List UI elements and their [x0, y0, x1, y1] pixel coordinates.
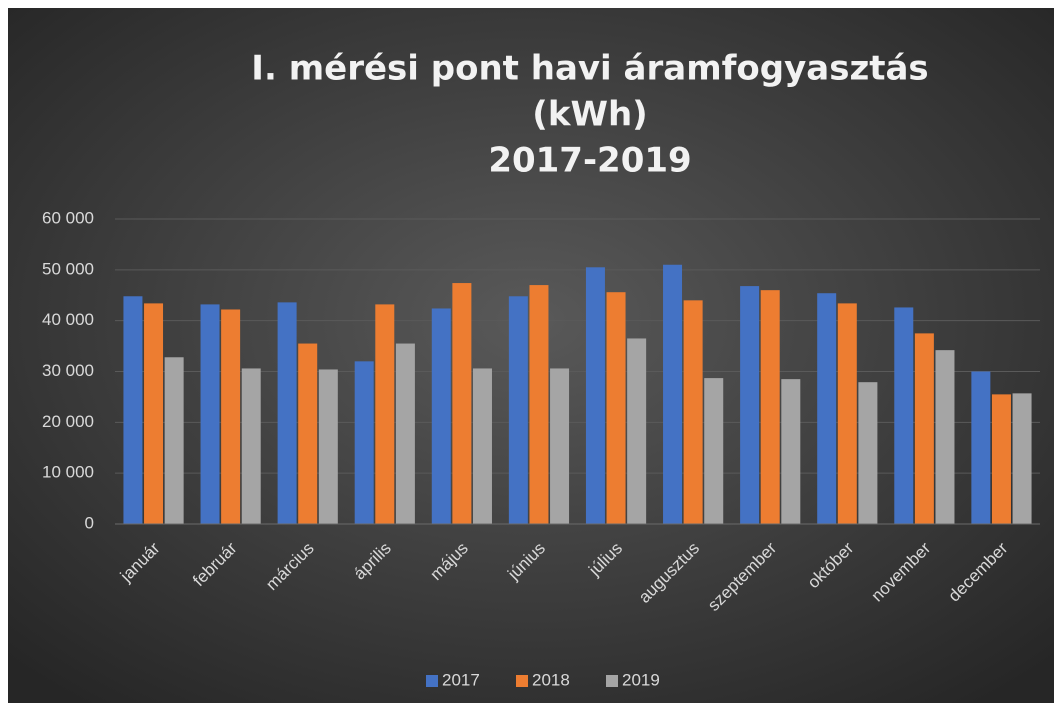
bar — [740, 286, 760, 524]
bar — [375, 304, 395, 524]
y-tick-label: 20 000 — [42, 412, 94, 431]
bar — [508, 296, 528, 524]
legend-swatch — [426, 675, 438, 687]
bar — [164, 357, 184, 524]
y-tick-label: 40 000 — [42, 310, 94, 329]
bar — [354, 361, 374, 524]
bar — [298, 343, 318, 524]
bar — [935, 350, 955, 524]
bar — [914, 333, 934, 524]
bar — [431, 308, 451, 524]
bar — [663, 264, 683, 524]
bar — [1012, 393, 1032, 524]
bar — [991, 394, 1011, 524]
chart-title: (kWh) — [532, 95, 647, 135]
bar — [277, 302, 297, 524]
bar — [781, 379, 801, 524]
bar — [817, 293, 837, 524]
bar — [241, 368, 261, 524]
bar — [123, 296, 143, 524]
bar — [221, 309, 241, 524]
y-tick-label: 10 000 — [42, 463, 94, 482]
y-tick-label: 50 000 — [42, 259, 94, 278]
legend-label: 2018 — [532, 670, 570, 689]
bar — [760, 290, 780, 524]
bar — [529, 285, 549, 524]
bar — [858, 382, 878, 524]
bar — [627, 338, 647, 524]
bar — [550, 368, 570, 524]
bar — [395, 343, 415, 524]
bar — [606, 292, 626, 524]
bar — [704, 378, 724, 524]
legend-swatch — [516, 675, 528, 687]
bar — [318, 369, 338, 524]
y-tick-label: 60 000 — [42, 208, 94, 227]
bar — [200, 304, 220, 524]
chart-title: I. mérési pont havi áramfogyasztás — [251, 49, 928, 89]
y-tick-label: 0 — [85, 513, 94, 532]
bar — [683, 300, 703, 524]
bar — [144, 303, 164, 524]
chart-title: 2017-2019 — [488, 141, 691, 181]
bar — [971, 371, 991, 524]
legend-swatch — [606, 675, 618, 687]
bar — [452, 283, 472, 524]
bar — [472, 368, 492, 524]
bar — [894, 307, 914, 524]
y-tick-label: 30 000 — [42, 361, 94, 380]
bar — [837, 303, 857, 524]
legend-label: 2019 — [622, 670, 660, 689]
bar — [585, 267, 605, 524]
legend-label: 2017 — [442, 670, 480, 689]
